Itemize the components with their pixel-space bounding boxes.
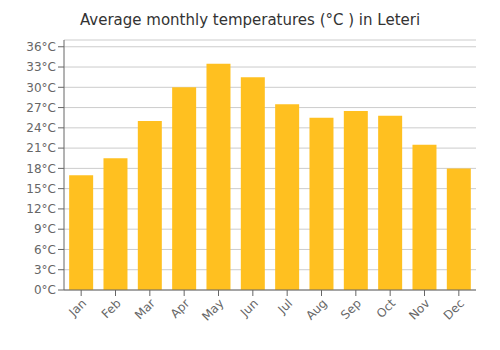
svg-text:0°C: 0°C <box>34 283 56 297</box>
svg-text:Dec: Dec <box>441 296 467 322</box>
svg-text:Aug: Aug <box>303 296 329 322</box>
svg-text:6°C: 6°C <box>34 243 56 257</box>
html-text:Average monthly temperatures (: Average monthly temperatures (°C ) in Le… <box>79 11 421 29</box>
svg-text:15°C: 15°C <box>26 182 56 196</box>
svg-text:Jan: Jan <box>66 296 90 320</box>
svg-text:May: May <box>199 296 226 323</box>
svg-text:9°C: 9°C <box>34 222 56 236</box>
svg-text:Jun: Jun <box>237 296 261 320</box>
svg-text:12°C: 12°C <box>26 202 56 216</box>
svg-text:27°C: 27°C <box>26 101 56 115</box>
svg-text:Apr: Apr <box>168 296 193 321</box>
svg-text:Feb: Feb <box>99 296 124 321</box>
svg-text:Jul: Jul <box>274 296 295 317</box>
svg-text:18°C: 18°C <box>26 162 56 176</box>
svg-text:24°C: 24°C <box>26 121 56 135</box>
svg-text:Mar: Mar <box>132 296 158 322</box>
svg-text:36°C: 36°C <box>26 40 56 54</box>
svg-text:Nov: Nov <box>406 296 432 322</box>
svg-text:21°C: 21°C <box>26 141 56 155</box>
svg-text:3°C: 3°C <box>34 263 56 277</box>
svg-text:33°C: 33°C <box>26 60 56 74</box>
svg-text:30°C: 30°C <box>26 81 56 95</box>
svg-text:Oct: Oct <box>374 296 399 321</box>
svg-text:Sep: Sep <box>338 296 364 322</box>
